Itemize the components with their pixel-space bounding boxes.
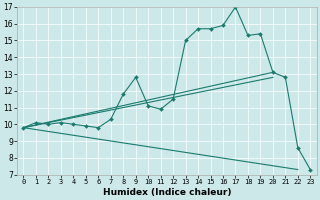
X-axis label: Humidex (Indice chaleur): Humidex (Indice chaleur) [103,188,231,197]
